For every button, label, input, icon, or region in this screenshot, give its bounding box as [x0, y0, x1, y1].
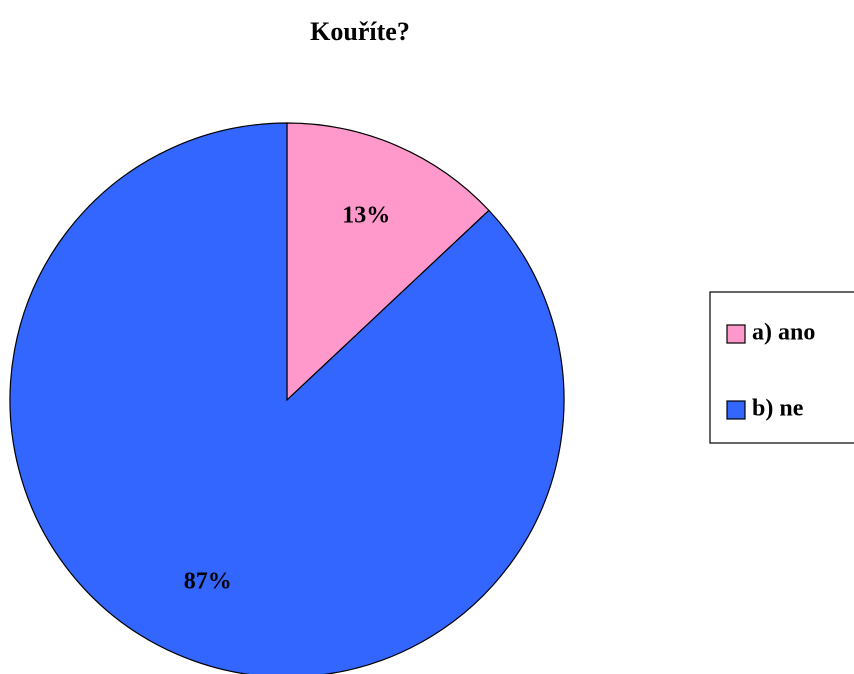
data-label: 87% [184, 569, 232, 595]
legend-label: a) ano [752, 320, 815, 346]
pie-slice [9, 122, 565, 674]
legend-swatch [726, 324, 746, 344]
chart-title: Kouříte? [310, 17, 410, 46]
data-label: 13% [342, 202, 390, 228]
legend-label: b) ne [752, 396, 804, 422]
pie-slice [286, 122, 490, 402]
legend-swatch [726, 400, 746, 420]
